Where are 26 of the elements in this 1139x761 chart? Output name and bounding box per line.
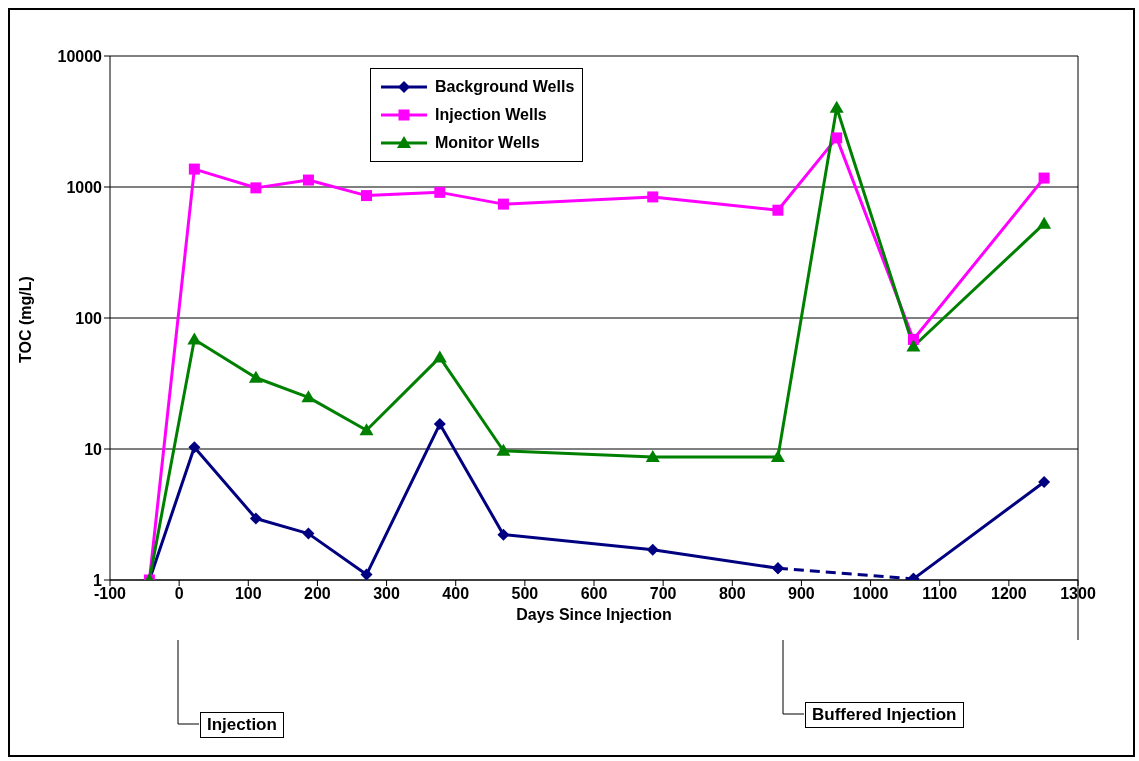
legend-label: Injection Wells bbox=[435, 106, 547, 124]
x-tick-label: 800 bbox=[718, 585, 746, 603]
y-tick-label: 1000 bbox=[66, 178, 103, 196]
text: Buffered Injection bbox=[805, 702, 964, 728]
x-tick-label: 1300 bbox=[1060, 585, 1096, 603]
x-tick-label: 1200 bbox=[991, 585, 1027, 603]
x-tick-label: 600 bbox=[580, 585, 608, 603]
x-tick-label: 1000 bbox=[852, 585, 889, 603]
x-tick-label: 700 bbox=[649, 585, 677, 603]
x-tick-label: 300 bbox=[373, 585, 401, 603]
x-tick-label: -100 bbox=[93, 585, 127, 603]
x-tick-label: 0 bbox=[174, 585, 184, 603]
y-tick-label: 10000 bbox=[57, 47, 103, 65]
x-tick-label: 900 bbox=[788, 585, 815, 603]
legend-label: Background Wells bbox=[435, 78, 575, 96]
x-tick-label: 200 bbox=[304, 585, 331, 603]
x-tick-label: 500 bbox=[511, 585, 539, 603]
text: Injection bbox=[200, 712, 284, 738]
x-tick-label: 100 bbox=[234, 585, 262, 603]
x-axis-title: Days Since Injection bbox=[516, 606, 672, 623]
x-tick-label: 400 bbox=[442, 585, 470, 603]
x-tick-label: 1100 bbox=[922, 585, 958, 603]
y-tick-label: 100 bbox=[75, 309, 103, 327]
y-axis-title: TOC (mg/L) bbox=[16, 276, 34, 363]
legend-label: Monitor Wells bbox=[435, 134, 540, 152]
y-tick-label: 10 bbox=[84, 440, 103, 458]
